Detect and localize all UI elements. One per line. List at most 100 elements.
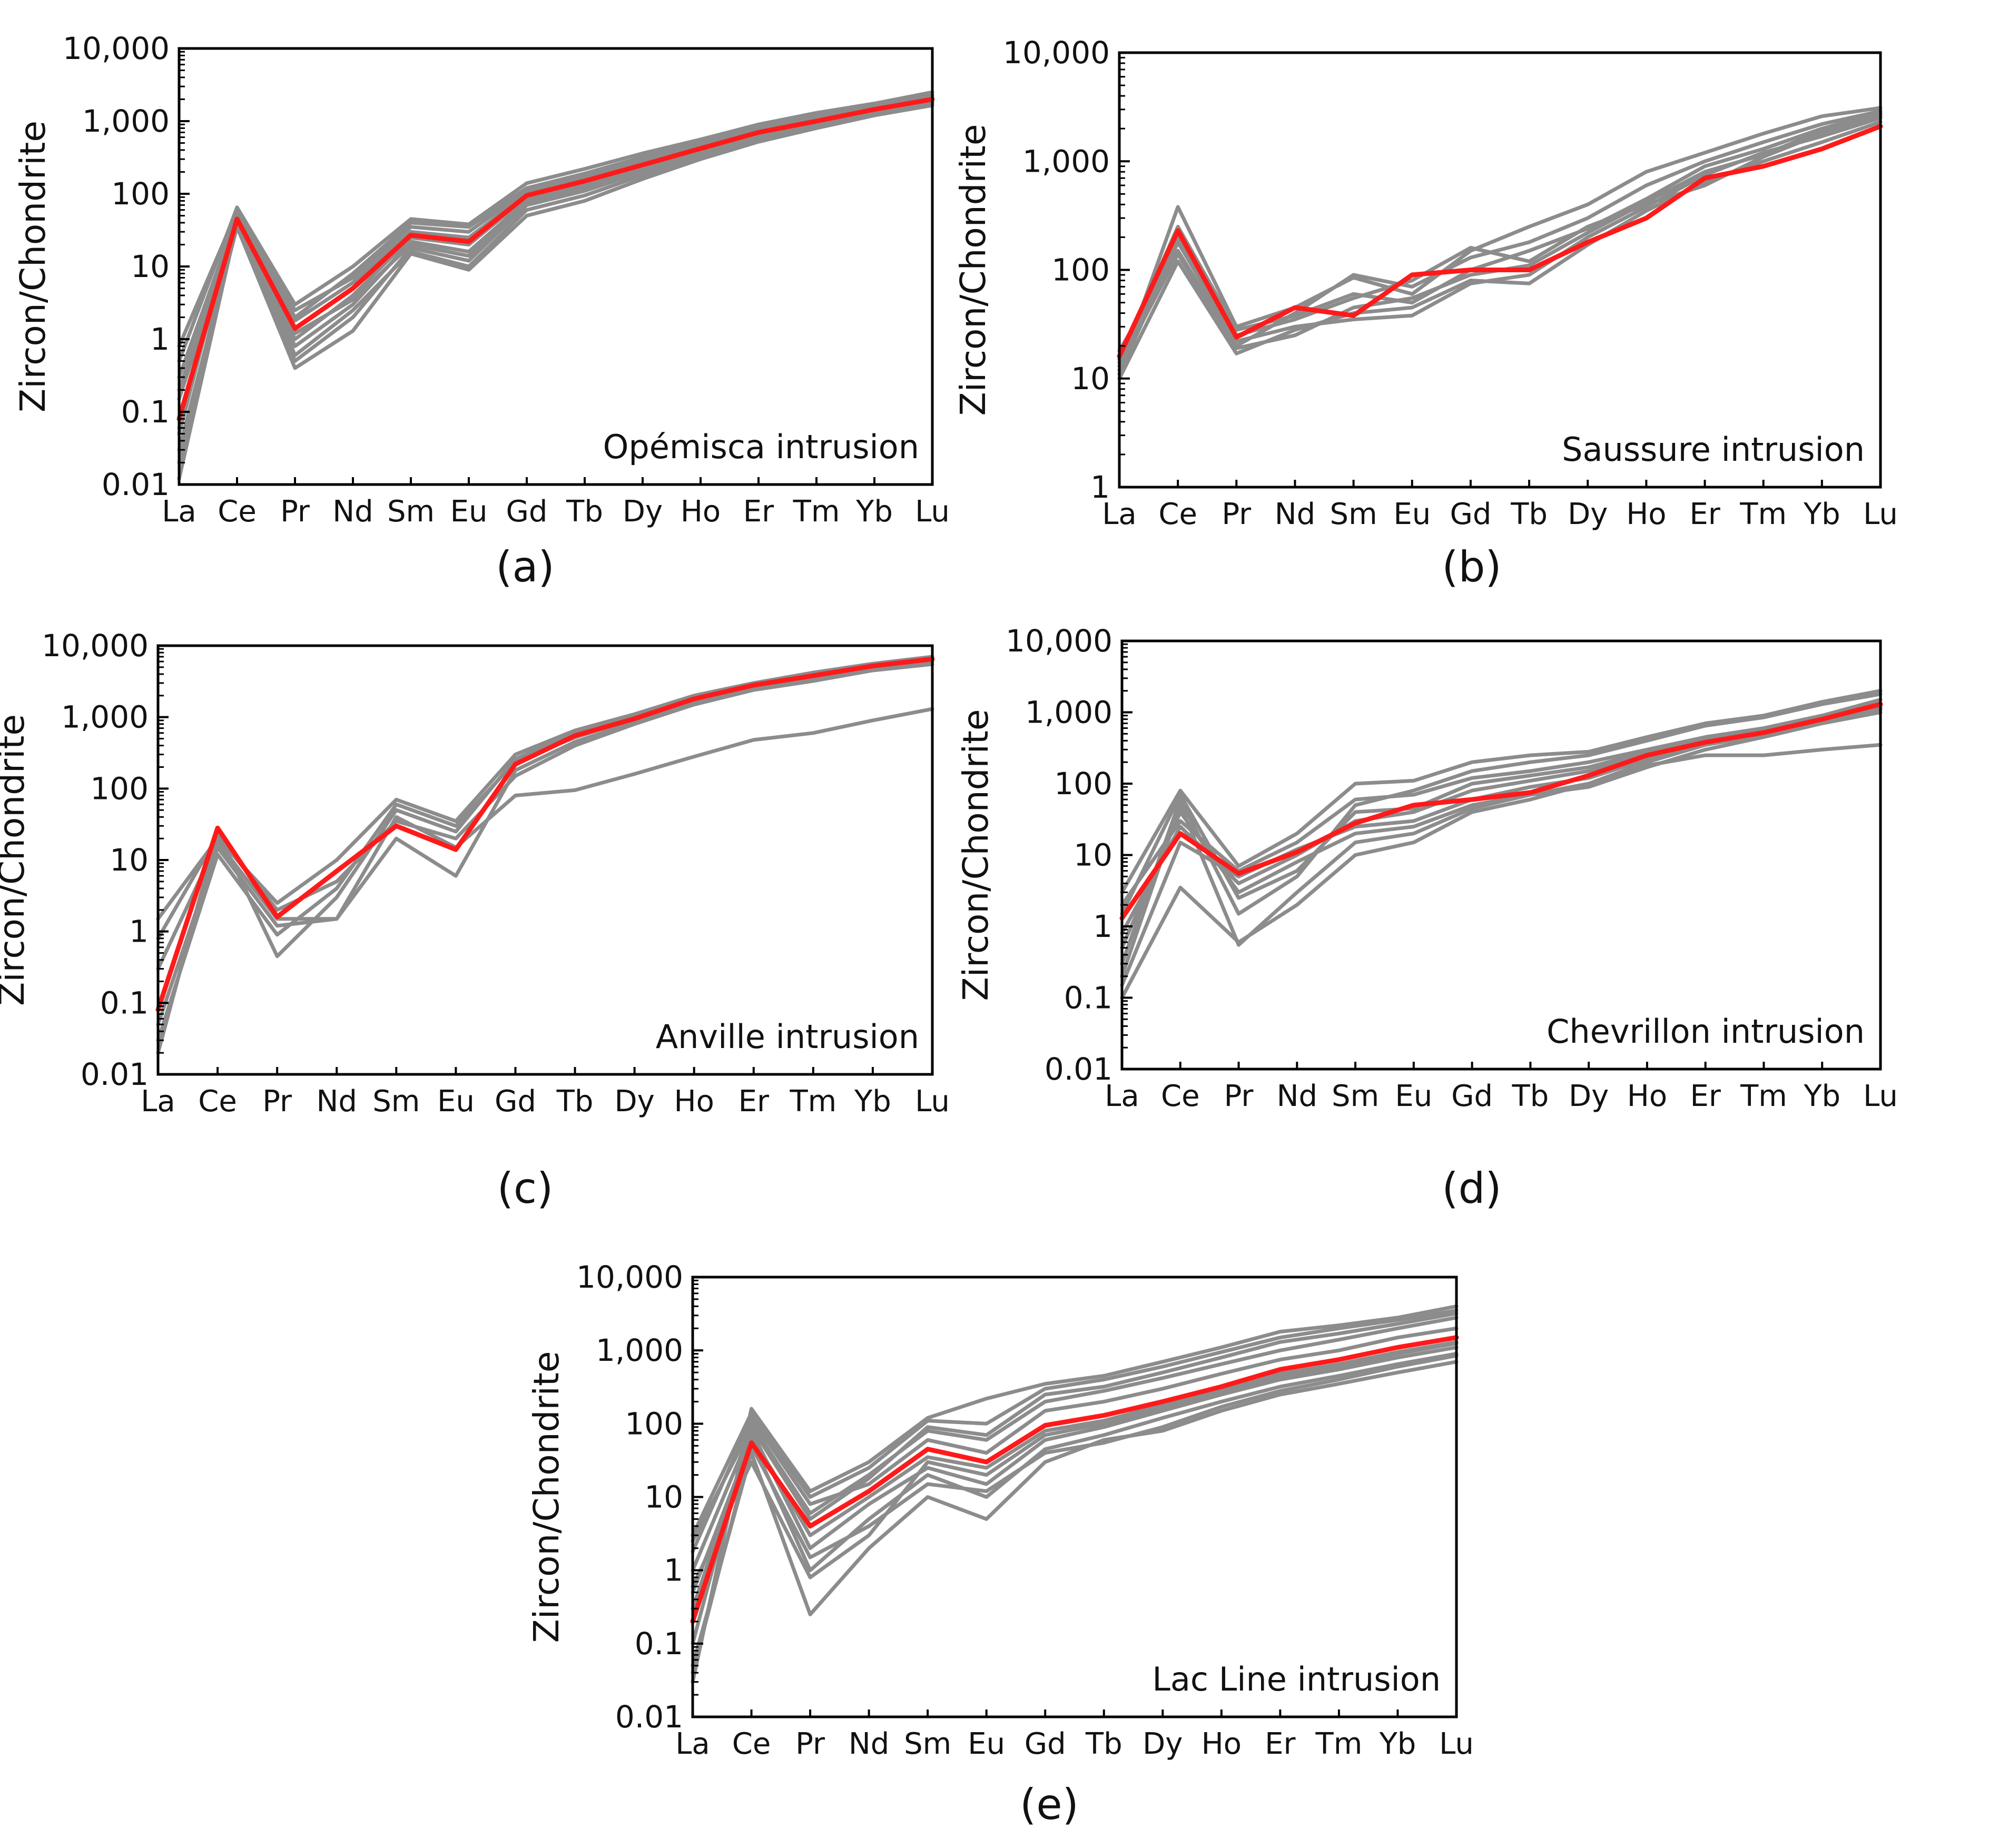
series-line-a-s10 — [177, 102, 934, 430]
panel-b-label: (b) — [1442, 542, 1502, 591]
x-tick-label-a-Er: Er — [743, 495, 774, 529]
series-line-b-s1 — [1117, 106, 1883, 372]
y-tick-label-e: 10 — [644, 1479, 683, 1515]
panel-d-chart: 0.01 0.1 1 10 100 1,000 10,000 La Ce Pr Nd Sm Eu Gd Tb… — [956, 623, 1898, 1113]
y-tick-label-c: 10,000 — [42, 628, 149, 664]
x-tick-label-b-Gd: Gd — [1450, 497, 1491, 531]
x-tick-label-c-Tb: Tb — [556, 1084, 594, 1119]
y-tick-label-c: 10 — [110, 842, 149, 878]
x-tick-label-e-Er: Er — [1265, 1727, 1296, 1761]
y-tick-label-d: 100 — [1054, 766, 1112, 802]
y-tick-label-c: 0.1 — [100, 985, 149, 1021]
y-tick-label-d: 0.1 — [1064, 980, 1112, 1016]
x-tick-label-e-Gd: Gd — [1025, 1727, 1066, 1761]
x-tick-label-b-Pr: Pr — [1222, 497, 1252, 531]
x-tick-label-d-Lu: Lu — [1863, 1079, 1898, 1113]
series-line-c-s1 — [156, 655, 934, 921]
x-tick-label-d-Sm: Sm — [1332, 1079, 1379, 1113]
y-axis-label-a: Zircon/Chondrite — [13, 121, 53, 412]
y-axis-label-b: Zircon/Chondrite — [953, 124, 993, 416]
x-tick-label-d-Gd: Gd — [1451, 1079, 1493, 1113]
x-tick-label-a-Nd: Nd — [332, 495, 373, 529]
plot-frame-d — [1120, 639, 1882, 1071]
x-tick-label-a-Tm: Tm — [793, 495, 840, 529]
series-line-e-s8 — [691, 1353, 1459, 1675]
x-tick-label-e-Lu: Lu — [1439, 1727, 1474, 1761]
x-tick-label-a-Ho: Ho — [681, 495, 721, 529]
series-line-d-s7 — [1120, 702, 1883, 935]
series-line-d-s2 — [1120, 689, 1883, 894]
series-line-e-mean — [690, 1335, 1459, 1624]
series-line-d-s6 — [1120, 710, 1883, 979]
x-tick-label-d-Ho: Ho — [1627, 1079, 1667, 1113]
series-line-c-s4 — [156, 707, 934, 971]
x-tick-label-d-Er: Er — [1690, 1079, 1721, 1113]
y-tick-label-e: 0.1 — [635, 1626, 683, 1662]
x-tick-label-e-Nd: Nd — [849, 1727, 889, 1761]
x-tick-label-a-Gd: Gd — [506, 495, 548, 529]
x-tick-label-e-Ho: Ho — [1202, 1727, 1242, 1761]
x-tick-label-e-Dy: Dy — [1143, 1727, 1183, 1761]
x-tick-label-a-Sm: Sm — [387, 495, 435, 529]
panel-b-chart: 1 10 100 1,000 10,000 La Ce Pr Nd Sm Eu Gd Tb Dy Ho Er T… — [953, 35, 1898, 531]
y-tick-label-c: 1,000 — [61, 699, 149, 735]
x-tick-label-b-Sm: Sm — [1330, 497, 1377, 531]
series-line-c-s6 — [156, 658, 934, 1042]
x-tick-label-d-Ce: Ce — [1161, 1079, 1200, 1113]
y-tick-label-b: 10 — [1071, 361, 1110, 397]
x-tick-label-b-Er: Er — [1689, 497, 1720, 531]
chart-title-a: Opémisca intrusion — [603, 428, 919, 466]
x-tick-label-d-La: La — [1105, 1079, 1139, 1113]
y-tick-label-b: 1,000 — [1022, 143, 1110, 179]
x-tick-label-b-Ho: Ho — [1626, 497, 1666, 531]
series-line-e-s5 — [691, 1352, 1459, 1595]
x-tick-label-a-Pr: Pr — [280, 495, 310, 529]
y-axis-label-e: Zircon/Chondrite — [526, 1351, 567, 1643]
x-tick-label-b-Tm: Tm — [1739, 497, 1787, 531]
x-tick-label-c-Pr: Pr — [262, 1084, 292, 1119]
plot-frame-c — [156, 644, 934, 1076]
y-tick-label-a: 100 — [111, 176, 170, 212]
panel-a-chart: 0.01 0.1 1 10 100 1,000 10,000 La Ce Pr Nd Sm Eu Gd Tb… — [13, 31, 950, 529]
series-line-a-mean — [176, 97, 935, 421]
x-tick-label-e-Pr: Pr — [795, 1727, 825, 1761]
y-tick-label-e: 100 — [625, 1406, 683, 1441]
y-tick-label-a: 10 — [131, 249, 170, 284]
series-line-c-s5 — [156, 662, 934, 941]
series-line-e-s6 — [691, 1316, 1459, 1646]
series-line-a-s8 — [177, 94, 934, 348]
y-tick-label-c: 100 — [90, 770, 149, 806]
y-tick-label-d: 1 — [1093, 908, 1112, 944]
x-tick-label-a-Ce: Ce — [218, 495, 257, 529]
x-tick-label-c-Lu: Lu — [915, 1084, 950, 1119]
x-tick-label-c-Dy: Dy — [614, 1084, 654, 1119]
series-line-a-s1 — [177, 101, 934, 481]
x-tick-label-e-La: La — [675, 1727, 710, 1761]
series-line-c-s3 — [156, 659, 934, 1026]
panel-a-label: (a) — [496, 542, 555, 591]
series-line-c-mean — [155, 656, 935, 1012]
panel-c-chart: 0.01 0.1 1 10 100 1,000 10,000 La Ce Pr Nd Sm Eu Gd Tb… — [0, 628, 950, 1119]
y-tick-label-a: 1 — [150, 321, 170, 357]
x-tick-label-c-La: La — [141, 1084, 175, 1119]
x-tick-label-c-Er: Er — [738, 1084, 770, 1119]
series-line-a-s4 — [177, 90, 934, 363]
x-tick-label-a-La: La — [162, 495, 196, 529]
y-tick-label-a: 1,000 — [82, 103, 170, 139]
x-tick-label-c-Sm: Sm — [372, 1084, 420, 1119]
x-tick-label-b-Ce: Ce — [1158, 497, 1197, 531]
x-tick-label-a-Eu: Eu — [450, 495, 488, 529]
series-line-e-s2 — [691, 1309, 1459, 1537]
x-tick-label-b-Eu: Eu — [1393, 497, 1431, 531]
y-tick-label-e: 10,000 — [576, 1259, 683, 1295]
panel-e-chart: 0.01 0.1 1 10 100 1,000 10,000 La Ce Pr Nd Sm Eu Gd Tb… — [526, 1259, 1474, 1761]
series-line-b-mean — [1117, 124, 1883, 359]
x-tick-label-c-Gd: Gd — [495, 1084, 536, 1119]
y-tick-label-e: 0.01 — [615, 1699, 683, 1735]
y-axis-label-c: Zircon/Chondrite — [0, 714, 32, 1006]
y-tick-label-a: 10,000 — [63, 31, 170, 66]
series-line-b-s6 — [1117, 111, 1883, 361]
series-line-d-s9 — [1120, 706, 1883, 987]
x-tick-label-a-Tb: Tb — [566, 495, 603, 529]
